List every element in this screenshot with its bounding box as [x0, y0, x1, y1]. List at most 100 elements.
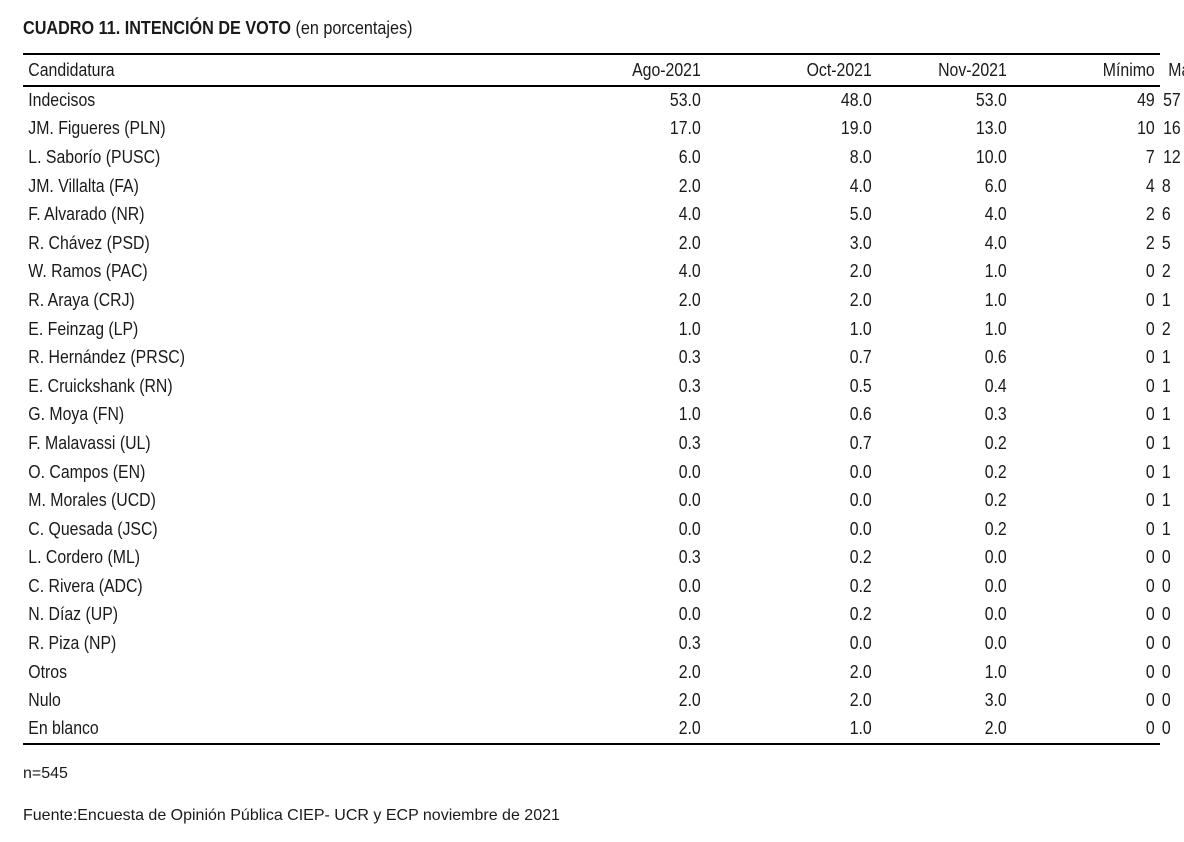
table-row: W. Ramos (PAC) 4.0 2.0 1.0 0 2	[23, 258, 1170, 287]
value-cell: 1.0	[877, 286, 1012, 315]
source-note: Fuente:Encuesta de Opinión Pública CIEP-…	[23, 807, 560, 824]
percentage-value: 19.0	[840, 118, 872, 139]
percentage-value: 0.6	[984, 347, 1007, 368]
percentage-value: 4.0	[984, 232, 1007, 253]
value-cell: 0.3	[543, 629, 706, 658]
candidate-name: Nulo	[28, 690, 61, 711]
percentage-value: 0	[1161, 604, 1171, 625]
table-row: F. Malavassi (UL) 0.3 0.7 0.2 0 1	[23, 429, 1170, 458]
value-cell: 1.0	[706, 715, 878, 745]
table-title: CUADRO 11. INTENCIÓN DE VOTO (en porcent…	[23, 16, 413, 40]
value-cell: 0.3	[543, 372, 706, 401]
value-cell: 0.2	[706, 572, 877, 601]
column-header: Oct-2021	[706, 53, 878, 87]
candidate-name: F. Alvarado (NR)	[28, 204, 145, 225]
value-cell: 0.0	[706, 486, 877, 515]
candidate-cell: JM. Villalta (FA)	[23, 172, 543, 201]
value-cell: 4.0	[877, 200, 1012, 229]
percentage-value: 0.3	[678, 375, 701, 396]
value-cell: 10	[1012, 115, 1160, 144]
column-header-label: Mínimo	[1102, 59, 1155, 80]
percentage-value: 0	[1145, 261, 1155, 282]
percentage-value: 0.2	[984, 461, 1007, 482]
percentage-value: 0.0	[849, 633, 872, 654]
table-row: Nulo 2.0 2.0 3.0 0 0	[23, 686, 1170, 715]
table-row: JM. Figueres (PLN) 17.0 19.0 13.0 10 16	[23, 115, 1180, 144]
percentage-value: 0	[1161, 661, 1171, 682]
value-cell: 2.0	[543, 286, 706, 315]
value-cell: 0.2	[877, 458, 1012, 487]
value-cell: 0	[1012, 286, 1160, 315]
percentage-value: 1.0	[984, 261, 1007, 282]
value-cell: 5.0	[706, 200, 877, 229]
candidate-name: O. Campos (EN)	[28, 461, 146, 482]
value-cell: 10.0	[877, 143, 1012, 172]
value-cell: 13.0	[877, 115, 1012, 144]
value-cell: 1.0	[877, 258, 1012, 287]
candidate-name: Indecisos	[28, 90, 96, 111]
value-cell: 4.0	[706, 172, 877, 201]
value-cell: 0	[1012, 544, 1160, 573]
percentage-value: 0.2	[849, 575, 872, 596]
candidate-name: JM. Villalta (FA)	[28, 175, 139, 196]
value-cell: 0.0	[877, 572, 1012, 601]
sample-size-note: n=545	[23, 765, 68, 782]
percentage-value: 1	[1161, 518, 1171, 539]
value-cell: 2.0	[706, 686, 877, 715]
percentage-value: 57	[1163, 90, 1181, 111]
value-cell: 0.3	[543, 343, 706, 372]
percentage-value: 0.2	[984, 432, 1007, 453]
value-cell: 2	[1012, 200, 1160, 229]
percentage-value: 0.4	[984, 375, 1007, 396]
percentage-value: 10	[1137, 118, 1155, 139]
value-cell: 0	[1012, 343, 1160, 372]
table-row: JM. Villalta (FA) 2.0 4.0 6.0 4 8	[23, 172, 1170, 201]
candidate-name: M. Morales (UCD)	[28, 490, 156, 511]
percentage-value: 0	[1145, 661, 1155, 682]
percentage-value: 2.0	[849, 661, 872, 682]
percentage-value: 1.0	[984, 289, 1007, 310]
table-row: E. Feinzag (LP) 1.0 1.0 1.0 0 2	[23, 315, 1170, 344]
percentage-value: 0.0	[984, 604, 1007, 625]
percentage-value: 48.0	[840, 90, 872, 111]
percentage-value: 0.0	[849, 490, 872, 511]
percentage-value: 1	[1161, 347, 1171, 368]
percentage-value: 3.0	[849, 232, 872, 253]
percentage-value: 0.0	[849, 461, 872, 482]
percentage-value: 0.0	[678, 604, 701, 625]
percentage-value: 8.0	[849, 146, 872, 167]
candidate-name: R. Araya (CRJ)	[28, 289, 135, 310]
percentage-value: 8	[1161, 175, 1171, 196]
value-cell: 3.0	[706, 229, 877, 258]
percentage-value: 0	[1161, 547, 1171, 568]
percentage-value: 3.0	[984, 690, 1007, 711]
value-cell: 0.0	[877, 544, 1012, 573]
percentage-value: 0.0	[984, 575, 1007, 596]
percentage-value: 6.0	[984, 175, 1007, 196]
column-header-label: Oct-2021	[806, 59, 872, 80]
candidate-name: R. Piza (NP)	[28, 633, 117, 654]
value-cell: 19.0	[706, 115, 877, 144]
value-cell: 2.0	[543, 715, 707, 745]
column-header-label: Máximo	[1168, 59, 1184, 80]
value-cell: 0	[1012, 458, 1160, 487]
candidate-cell: R. Araya (CRJ)	[23, 286, 543, 315]
candidate-cell: L. Cordero (ML)	[23, 544, 543, 573]
value-cell: 0.0	[877, 629, 1012, 658]
percentage-value: 1	[1161, 404, 1171, 425]
value-cell: 0.0	[543, 572, 706, 601]
value-cell: 0	[1012, 429, 1160, 458]
table-row: M. Morales (UCD) 0.0 0.0 0.2 0 1	[23, 486, 1170, 515]
value-cell: 2.0	[706, 658, 877, 687]
value-cell: 49	[1012, 86, 1160, 115]
percentage-value: 0	[1145, 604, 1155, 625]
percentage-value: 2.0	[678, 289, 701, 310]
column-header: Ago-2021	[543, 53, 707, 87]
percentage-value: 53.0	[975, 90, 1007, 111]
percentage-value: 0	[1145, 289, 1155, 310]
percentage-value: 53.0	[669, 90, 701, 111]
table-row: Otros 2.0 2.0 1.0 0 0	[23, 658, 1170, 687]
table-row: R. Chávez (PSD) 2.0 3.0 4.0 2 5	[23, 229, 1170, 258]
candidate-name: L. Cordero (ML)	[28, 547, 141, 568]
value-cell: 0.0	[706, 629, 877, 658]
